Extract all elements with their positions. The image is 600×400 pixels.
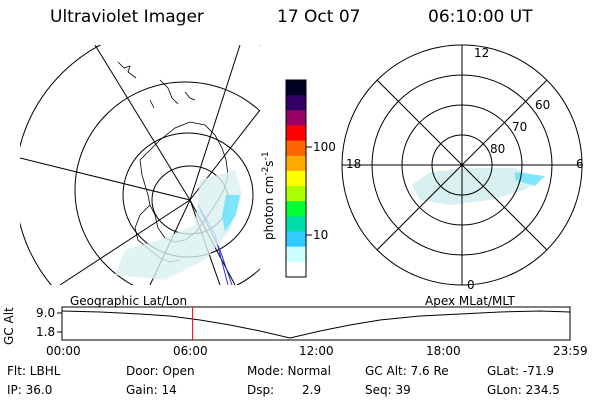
polar-lat-70: 70 (512, 120, 528, 134)
polar-diag-2 (376, 79, 548, 251)
colorbar-segment (286, 170, 306, 187)
aurora-emission-bright (222, 195, 240, 232)
gc-alt-info: GC Alt: 7.6 Re (365, 364, 449, 378)
colorbar-segment (286, 231, 306, 248)
colorbar-tick-10: 10 (313, 228, 329, 242)
colorbar-segment (286, 186, 306, 202)
time-label: 06:10:00 UT (428, 7, 533, 27)
filter-info: Flt: LBHL (7, 364, 61, 378)
map-meridian-1 (20, 157, 191, 201)
gain-info: Gain: 14 (126, 383, 177, 397)
colorbar-segment (286, 261, 306, 278)
altitude-curve (61, 310, 571, 339)
timeline-xtick-0600: 06:00 (173, 344, 208, 358)
colorbar-segment (286, 246, 306, 263)
timeline-xtick-1800: 18:00 (426, 344, 461, 358)
map-lat-circle-3 (74, 81, 260, 285)
timeline-xtick-2359: 23:59 (553, 344, 588, 358)
glat-info: GLat: -71.9 (487, 364, 554, 378)
dsp-label: Dsp: (247, 383, 275, 397)
mode-info: Mode: Normal (247, 364, 331, 378)
polar-label-12: 12 (474, 46, 490, 60)
map-meridian-3 (189, 45, 241, 201)
timeline-right-title: Apex MLat/MLT (425, 294, 515, 308)
colorbar-segment (286, 110, 306, 126)
date-label: 17 Oct 07 (277, 7, 361, 27)
polar-lat-80: 80 (490, 142, 506, 156)
map-meridian-2 (94, 45, 191, 201)
timeline-ytick-1-8: 1.8 (36, 325, 56, 339)
seq-info: Seq: 39 (365, 383, 411, 397)
map-meridian-6 (59, 199, 191, 285)
colorbar-segment (286, 95, 306, 111)
colorbar-segment (286, 125, 306, 142)
dsp-value: 2.9 (302, 383, 322, 397)
colorbar-tick-100: 100 (313, 140, 336, 154)
colorbar-segment (286, 201, 306, 217)
colorbar-segment (286, 216, 306, 233)
polar-label-6: 6 (576, 157, 584, 171)
timeline-xtick-0000: 00:00 (46, 344, 81, 358)
polar-lat-60: 60 (535, 98, 551, 112)
door-info: Door: Open (126, 364, 195, 378)
aurora-emission (115, 170, 242, 280)
colorbar-segment (286, 155, 306, 172)
coastline-islands (117, 61, 196, 109)
polar-aurora-bright (515, 172, 545, 186)
colorbar-segment (286, 140, 306, 157)
glon-info: GLon: 234.5 (487, 383, 560, 397)
timeline-xtick-1200: 12:00 (299, 344, 334, 358)
timeline-ytick-9: 9.0 (36, 306, 56, 320)
colorbar-segment (286, 80, 306, 96)
polar-label-0: 0 (467, 278, 475, 292)
polar-aurora-emission (412, 168, 540, 205)
instrument-title: Ultraviolet Imager (50, 7, 204, 27)
polar-label-18: 18 (346, 157, 362, 171)
timeline-left-title: Geographic Lat/Lon (70, 294, 188, 308)
ip-info: IP: 36.0 (7, 383, 53, 397)
